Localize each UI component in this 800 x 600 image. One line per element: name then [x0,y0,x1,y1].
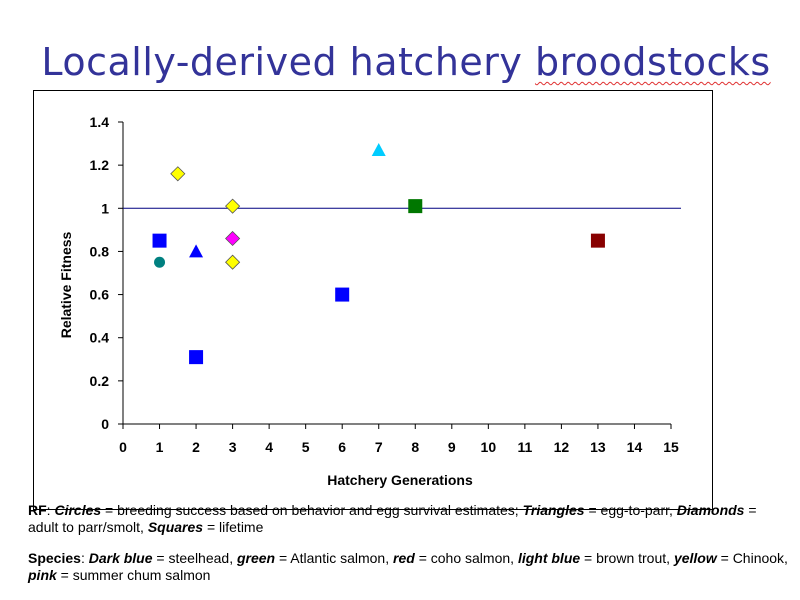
x-tick-label: 7 [375,439,383,455]
dark-blue-desc: = steelhead, [152,550,237,566]
shape-key-note: RF: Circles = breeding success based on … [28,502,788,536]
green-term: green [236,550,276,566]
green-desc: = Atlantic salmon, [275,550,394,566]
scatter-chart: 00.20.40.60.811.21.40 1 2 3 4 5 6 7 8 9 10 11 12 13 14… [58,114,681,488]
x-tick-label: 5 [302,439,310,455]
data-point-diamond [170,166,186,182]
x-tick-label: 11 [517,439,532,455]
title-text: Locally-derived hatchery [41,40,535,84]
y-tick-label: 1.4 [90,114,110,130]
squares-term: Squares [147,519,204,535]
x-axis-label: Hatchery Generations [327,472,473,488]
data-point-diamond [225,198,241,214]
x-tick-label: 12 [554,439,570,455]
triangles-term: Triangles [522,502,585,518]
x-tick-label: 2 [192,439,200,455]
chart-frame [33,90,713,510]
triangles-desc: = egg-to-parr, [584,502,677,518]
data-point-square [152,233,167,248]
rf-sep: : [46,502,55,518]
yellow-desc: = Chinook, [716,550,788,566]
red-desc: = coho salmon, [414,550,518,566]
data-point-triangle [189,244,204,258]
data-point-square [335,287,350,302]
data-point-diamond [225,230,241,247]
data-point-triangle [371,143,386,157]
data-point-square [189,350,204,365]
x-tick-label: 15 [663,439,679,455]
data-point-square [590,233,605,248]
x-tick-label: 4 [265,439,273,455]
y-tick-label: 0.8 [90,243,110,259]
x-tick-label: 6 [338,439,346,455]
circles-term: Circles [54,502,102,518]
x-tick-label: 3 [229,439,237,455]
light-blue-term: light blue [517,550,581,566]
data-point-square [408,199,423,214]
data-point-diamond [225,254,241,270]
x-tick-label: 1 [156,439,164,455]
diamonds-term: Diamonds [676,502,745,518]
slide-title: Locally-derived hatchery broodstocks [0,40,800,84]
y-tick-label: 0.2 [90,373,110,389]
squares-desc: = lifetime [203,519,264,535]
circles-desc: = breeding success based on behavior and… [101,502,523,518]
species-key-note: Species: Dark blue = steelhead, green = … [28,550,788,584]
y-tick-label: 1.2 [90,157,110,173]
pink-term: pink [28,567,57,583]
x-tick-label: 14 [627,439,643,455]
caption: RF: Circles = breeding success based on … [28,502,788,592]
light-blue-desc: = brown trout, [580,550,674,566]
dark-blue-term: Dark blue [88,550,153,566]
data-point-circle [154,256,166,268]
y-tick-label: 1 [101,200,109,216]
rf-label: RF [28,502,47,518]
x-tick-label: 8 [411,439,419,455]
species-label: Species [28,550,81,566]
yellow-term: yellow [673,550,717,566]
x-tick-label: 10 [481,439,497,455]
title-text-underlined: broodstocks [534,40,771,84]
diamonds-desc: = adult to parr/smolt, [28,502,757,535]
y-axis-label: Relative Fitness [58,231,74,338]
x-tick-label: 13 [590,439,606,455]
x-tick-label: 0 [119,439,127,455]
red-term: red [393,550,415,566]
pink-desc: = summer chum salmon [56,567,211,583]
species-sep: : [80,550,89,566]
y-tick-label: 0.6 [90,287,110,303]
x-tick-label: 9 [448,439,456,455]
y-tick-label: 0.4 [90,330,110,346]
y-tick-label: 0 [101,416,109,432]
